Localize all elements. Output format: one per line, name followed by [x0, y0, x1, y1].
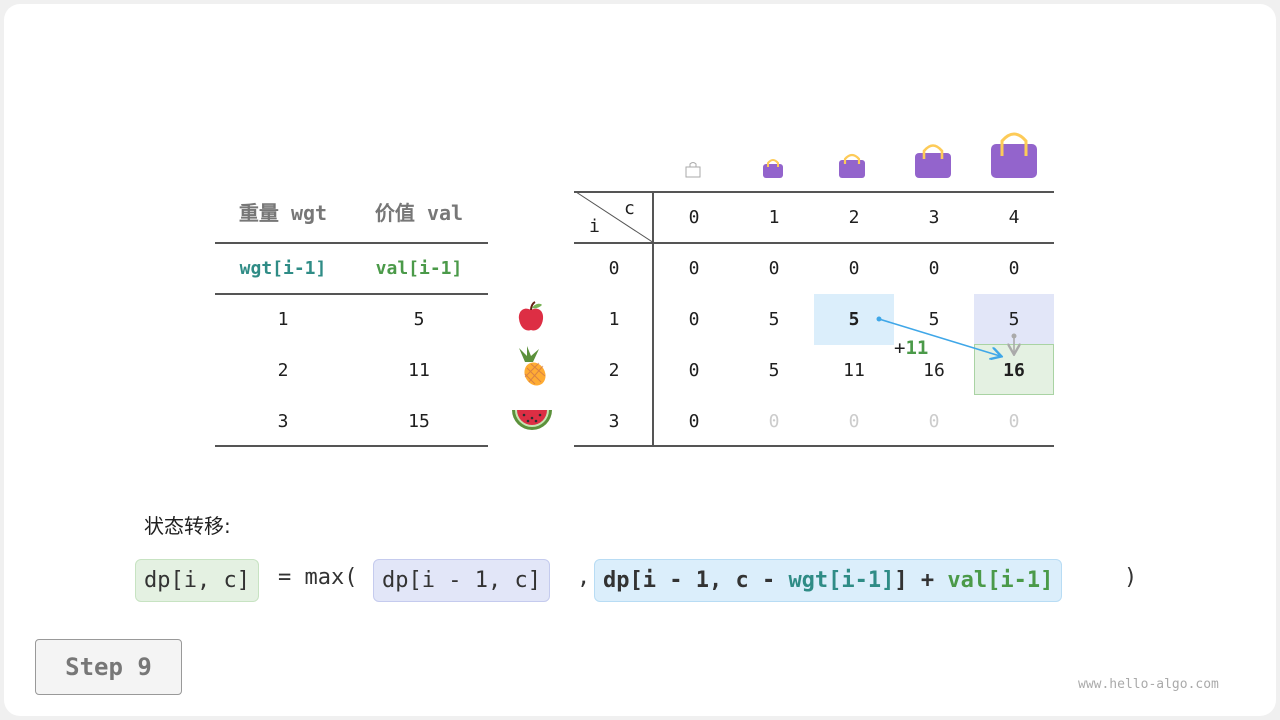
dp-cell: 0 — [688, 258, 700, 279]
dp-cell: 0 — [848, 258, 860, 279]
dp-cell: 16 — [923, 360, 945, 381]
wgt-cell: 1 — [277, 309, 289, 330]
divider — [574, 445, 1054, 447]
col-header: 3 — [928, 207, 940, 228]
bag-icon-4 — [991, 132, 1037, 178]
col-header: 1 — [768, 207, 780, 228]
dp-cell: 16 — [1003, 360, 1025, 381]
step-button[interactable]: Step 9 — [35, 639, 182, 695]
bag-icon-1 — [763, 159, 783, 178]
bag-icon-3 — [915, 144, 951, 178]
add-value-label: +11 — [894, 337, 928, 359]
dp-cell: 0 — [688, 360, 700, 381]
val-cell: 5 — [413, 309, 425, 330]
formula-lhs: dp[i, c] — [135, 559, 259, 602]
apple-icon — [518, 301, 544, 331]
formula-arg2: dp[i - 1, c - wgt[i-1]] + val[i-1] — [594, 559, 1063, 602]
dp-cell: 5 — [848, 309, 860, 330]
formula-label: 状态转移: — [144, 514, 231, 538]
col-header: 2 — [848, 207, 860, 228]
arg2-mid: ] + — [894, 568, 948, 593]
dp-cell: 0 — [688, 309, 700, 330]
formula-arg1: dp[i - 1, c] — [373, 559, 550, 602]
dp-cell: 0 — [1008, 258, 1020, 279]
dp-cell: 0 — [928, 411, 940, 432]
watermelon-icon — [512, 410, 552, 430]
header-value: 价值 val — [374, 201, 464, 225]
dp-cell: 0 — [848, 411, 860, 432]
arg2-prefix: dp[i - 1, c - — [603, 568, 789, 593]
divider — [215, 293, 488, 295]
dp-cell: 5 — [768, 309, 780, 330]
bag-icon-0 — [685, 162, 701, 178]
dp-cell: 0 — [688, 411, 700, 432]
add-value: 11 — [905, 337, 929, 359]
dp-cell: 5 — [928, 309, 940, 330]
divider — [215, 445, 488, 447]
arg2-val: val[i-1] — [947, 568, 1054, 593]
vertical-divider — [652, 192, 654, 446]
blue-arrow — [878, 318, 1000, 356]
corner-c-label: c — [624, 198, 635, 219]
formula-eq: = max( — [278, 565, 358, 590]
dp-cell: 11 — [843, 360, 865, 381]
wgt-cell: 3 — [277, 411, 289, 432]
col-header: 0 — [688, 207, 700, 228]
bag-icon-2 — [839, 153, 865, 178]
divider — [574, 242, 1054, 244]
row-header: 1 — [608, 309, 620, 330]
dp-cell: 0 — [768, 258, 780, 279]
arg2-wgt: wgt[i-1] — [788, 568, 895, 593]
val-cell: 15 — [408, 411, 430, 432]
subheader-wgt: wgt[i-1] — [239, 258, 327, 279]
val-cell: 11 — [408, 360, 430, 381]
row-header: 0 — [608, 258, 620, 279]
formula-comma: , — [577, 565, 591, 590]
dp-cell: 0 — [1008, 411, 1020, 432]
row-header: 3 — [608, 411, 620, 432]
divider — [574, 191, 1054, 193]
row-header: 2 — [608, 360, 620, 381]
plus-sign: + — [894, 337, 906, 359]
corner-i-label: i — [589, 216, 600, 237]
dp-cell: 5 — [768, 360, 780, 381]
pineapple-icon — [519, 346, 546, 386]
wgt-cell: 2 — [277, 360, 289, 381]
dp-cell: 0 — [768, 411, 780, 432]
divider — [215, 242, 488, 244]
corner-diagonal — [575, 192, 654, 243]
dp-cell: 5 — [1008, 309, 1020, 330]
header-weight: 重量 wgt — [238, 201, 328, 225]
subheader-val: val[i-1] — [375, 258, 463, 279]
watermark: www.hello-algo.com — [1078, 677, 1219, 692]
dp-cell: 0 — [928, 258, 940, 279]
formula-close: ) — [1124, 565, 1138, 590]
col-header: 4 — [1008, 207, 1020, 228]
